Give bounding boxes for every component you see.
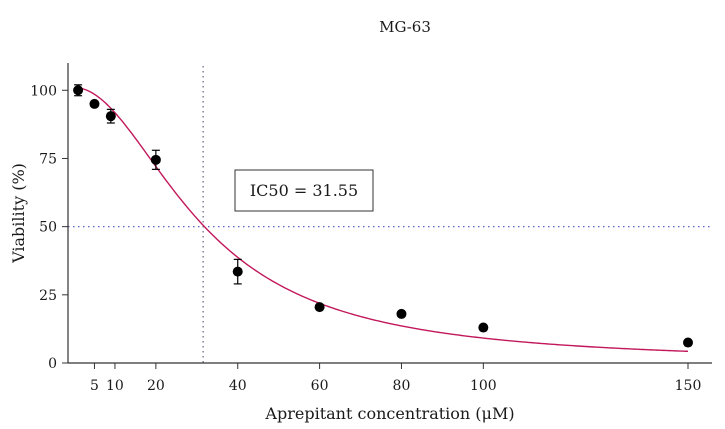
x-tick-label: 5 [90, 378, 99, 394]
x-tick-label: 20 [147, 378, 165, 394]
y-tick-label: 75 [39, 151, 57, 167]
x-tick-label: 100 [470, 378, 497, 394]
data-point [396, 308, 407, 319]
data-point [150, 154, 161, 165]
data-point [89, 98, 100, 109]
data-point [314, 302, 325, 313]
ic50-label: IC50 = 31.55 [250, 181, 358, 200]
ic50-box [234, 169, 374, 212]
x-tick-label: 40 [229, 378, 247, 394]
chart-title: MG-63 [379, 18, 431, 36]
data-point [105, 111, 116, 122]
y-tick-label: 0 [48, 356, 57, 372]
data-point [232, 266, 243, 277]
data-point [478, 322, 489, 333]
data-points [73, 84, 693, 348]
x-ticks: 5 10 20 40 60 80 100 150 [90, 363, 701, 394]
data-point [73, 85, 84, 96]
x-tick-label: 150 [675, 378, 702, 394]
axes [67, 63, 712, 364]
data-point [683, 337, 693, 348]
fit-curve [75, 86, 689, 353]
y-tick-label: 50 [39, 220, 57, 236]
ic50-annotation: IC50 = 31.55 [234, 169, 374, 212]
reference-lines [68, 66, 712, 363]
x-tick-label: 60 [311, 378, 329, 394]
y-ticks: 0 25 50 75 100 [30, 83, 68, 372]
y-tick-label: 25 [39, 288, 57, 304]
y-tick-label: 100 [30, 83, 57, 99]
x-tick-label: 80 [393, 378, 411, 394]
y-axis-title: Viability (%) [9, 163, 28, 264]
x-tick-label: 10 [106, 378, 124, 394]
x-axis-title: Aprepitant concentration (μM) [264, 404, 514, 423]
